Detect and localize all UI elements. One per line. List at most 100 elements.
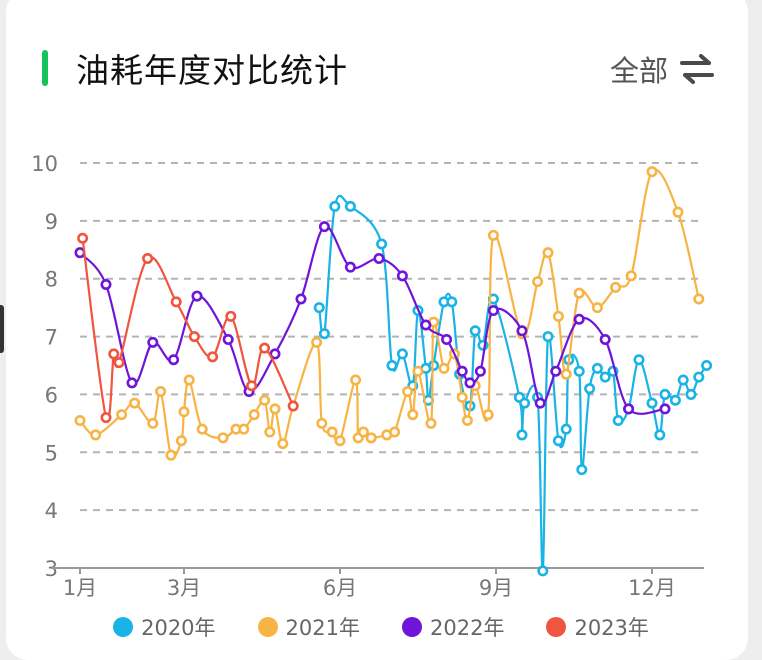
- data-point: [113, 357, 125, 369]
- page-title: 油耗年度对比统计: [76, 51, 348, 90]
- data-point: [669, 394, 681, 406]
- data-point: [329, 200, 341, 212]
- data-point: [389, 426, 401, 438]
- data-point: [623, 403, 635, 415]
- data-point: [646, 397, 658, 409]
- data-point: [77, 232, 89, 244]
- data-point: [461, 414, 473, 426]
- data-point: [178, 406, 190, 418]
- data-point: [357, 426, 369, 438]
- data-point: [295, 293, 307, 305]
- data-point: [350, 374, 362, 386]
- data-point: [269, 348, 281, 360]
- data-point: [552, 435, 564, 447]
- data-point: [701, 359, 713, 371]
- data-point: [573, 365, 585, 377]
- y-tick-label: 8: [45, 268, 58, 292]
- y-tick-label: 4: [45, 499, 58, 523]
- data-point: [672, 206, 684, 218]
- data-point: [326, 426, 338, 438]
- data-point: [170, 296, 182, 308]
- year-filter-button[interactable]: 全部: [610, 48, 715, 90]
- data-point: [425, 417, 437, 429]
- swap-arrows-icon: [680, 54, 715, 84]
- data-point: [446, 296, 458, 308]
- legend-label: 2022年: [430, 616, 505, 640]
- data-point: [344, 200, 356, 212]
- data-point: [591, 362, 603, 374]
- legend-color-dot: [546, 617, 567, 637]
- chart-card: [6, 0, 748, 660]
- x-tick-label: 9月: [479, 576, 513, 600]
- data-point: [188, 331, 200, 343]
- data-point: [108, 348, 120, 360]
- x-tick-label: 6月: [323, 576, 357, 600]
- data-point: [560, 423, 572, 435]
- data-point: [573, 287, 585, 299]
- data-point: [693, 293, 705, 305]
- legend-label: 2023年: [574, 616, 649, 640]
- data-point: [420, 319, 432, 331]
- data-point: [612, 414, 624, 426]
- y-tick-label: 7: [45, 326, 58, 350]
- title-accent-bar: [42, 50, 48, 86]
- legend-label: 2021年: [285, 616, 360, 640]
- legend-item[interactable]: 2020年: [113, 612, 216, 642]
- data-point: [659, 403, 671, 415]
- data-point: [537, 565, 549, 577]
- data-point: [407, 409, 419, 421]
- data-point: [90, 429, 102, 441]
- data-point: [175, 435, 187, 447]
- legend-color-dot: [402, 617, 422, 637]
- legend-item[interactable]: 2022年: [402, 612, 504, 642]
- data-point: [259, 342, 271, 354]
- chart-legend: 2020年 2021年 2022年 2023年: [0, 612, 762, 642]
- data-point: [74, 414, 86, 426]
- data-point: [610, 281, 622, 293]
- data-point: [487, 229, 499, 241]
- data-point: [646, 166, 658, 178]
- data-point: [542, 331, 554, 343]
- data-point: [633, 354, 645, 366]
- x-tick-label: 1月: [63, 576, 97, 600]
- data-point: [183, 374, 195, 386]
- data-point: [516, 325, 528, 337]
- data-point: [207, 351, 219, 363]
- data-point: [576, 464, 588, 476]
- data-point: [625, 270, 637, 282]
- filter-label: 全部: [610, 54, 669, 88]
- data-point: [542, 247, 554, 259]
- data-point: [318, 328, 330, 340]
- data-point: [168, 354, 180, 366]
- data-point: [269, 403, 281, 415]
- data-point: [584, 383, 596, 395]
- side-drag-handle[interactable]: [0, 305, 4, 353]
- data-point: [147, 417, 159, 429]
- data-point: [487, 305, 499, 317]
- data-point: [469, 325, 481, 337]
- data-point: [311, 336, 323, 348]
- data-point: [142, 252, 154, 264]
- legend-label: 2020年: [141, 616, 216, 640]
- legend-item[interactable]: 2023年: [546, 612, 649, 642]
- data-point: [550, 365, 562, 377]
- data-point: [155, 386, 167, 398]
- y-tick-label: 9: [45, 210, 58, 234]
- data-point: [573, 313, 585, 325]
- data-point: [441, 333, 453, 345]
- y-tick-label: 6: [45, 383, 58, 407]
- data-point: [693, 371, 705, 383]
- legend-item[interactable]: 2021年: [257, 612, 360, 642]
- data-point: [126, 377, 138, 389]
- data-point: [654, 429, 666, 441]
- data-point: [412, 365, 424, 377]
- data-point: [196, 423, 208, 435]
- data-point: [474, 365, 486, 377]
- data-point: [246, 380, 258, 392]
- legend-color-dot: [257, 617, 278, 637]
- data-point: [659, 388, 671, 400]
- data-point: [560, 368, 572, 380]
- data-point: [222, 333, 234, 345]
- data-point: [482, 409, 494, 421]
